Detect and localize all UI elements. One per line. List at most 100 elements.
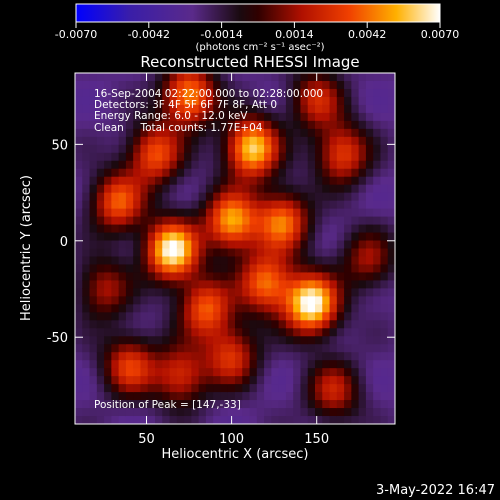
heatmap-cell [242,304,251,313]
heatmap-cell [264,248,272,258]
heatmap-cell [162,73,171,82]
heatmap-cell [198,232,207,242]
heatmap-cell [365,184,374,194]
heatmap-cell [249,160,258,170]
heatmap-cell [147,344,156,353]
heatmap-cell [155,168,163,178]
heatmap-cell [365,216,374,226]
heatmap-cell [256,328,265,337]
heatmap-cell [322,176,331,186]
heatmap-cell [387,184,395,194]
heatmap-cell [220,280,229,289]
heatmap-cell [140,304,149,313]
heatmap-cell [125,352,134,361]
heatmap-cell [169,96,178,106]
heatmap-cell [155,104,163,114]
heatmap-cell [307,344,316,353]
heatmap-cell [89,240,98,250]
heatmap-cell [227,96,236,106]
heatmap-cell [118,376,127,385]
heatmap-cell [242,248,251,258]
heatmap-cell [205,73,214,82]
heatmap-cell [213,352,222,361]
heatmap-cell [278,280,287,289]
heatmap-cell [365,288,374,297]
heatmap-cell [278,248,287,258]
heatmap-cell [256,200,265,210]
heatmap-cell [329,112,338,122]
heatmap-cell [235,296,243,305]
heatmap-cell [278,256,287,266]
heatmap-cell [169,272,178,282]
heatmap-cell [213,328,222,337]
heatmap-cell [235,80,243,90]
heatmap-cell [242,192,251,202]
heatmap-cell [387,320,395,329]
heatmap-cell [235,384,243,393]
heatmap-cell [176,288,185,297]
heatmap-cell [365,152,374,162]
heatmap-cell [220,216,229,226]
heatmap-cell [387,88,395,98]
heatmap-cell [147,160,156,170]
heatmap-cell [140,88,149,98]
heatmap-cell [373,88,382,98]
heatmap-cell [125,112,134,122]
heatmap-cell [285,400,294,409]
heatmap-cell [111,96,120,106]
heatmap-cell [307,320,316,329]
heatmap-cell [351,352,360,361]
heatmap-cell [351,408,360,417]
heatmap-cell [191,184,200,194]
heatmap-cell [104,328,112,337]
heatmap-cell [344,376,352,385]
heatmap-cell [220,104,229,114]
heatmap-cell [264,280,272,289]
heatmap-cell [140,336,149,345]
heatmap-cell [315,248,323,258]
heatmap-cell [365,96,374,106]
heatmap-cell [293,264,302,274]
heatmap-cell [140,80,149,90]
heatmap-cell [140,120,149,130]
heatmap-cell [322,224,331,234]
heatmap-cell [89,352,98,361]
heatmap-cell [285,336,294,345]
heatmap-cell [285,312,294,321]
heatmap-cell [75,176,83,186]
heatmap-cell [322,336,331,345]
heatmap-cell [315,73,323,82]
heatmap-cell [133,264,142,274]
heatmap-cell [235,360,243,369]
heatmap-cell [256,224,265,234]
heatmap-cell [322,248,331,258]
heatmap-cell [365,160,374,170]
heatmap-cell [184,192,192,202]
heatmap-cell [220,272,229,282]
heatmap-cell [380,144,389,154]
heatmap-cell [336,352,345,361]
heatmap-cell [155,272,163,282]
heatmap-cell [315,160,323,170]
heatmap-cell [235,304,243,313]
heatmap-cell [111,200,120,210]
heatmap-cell [358,160,367,170]
heatmap-cell [315,272,323,282]
heatmap-cell [75,344,83,353]
heatmap-cell [380,280,389,289]
heatmap-cell [96,272,105,282]
heatmap-cell [104,400,112,409]
heatmap-cell [242,296,251,305]
heatmap-cell [358,232,367,242]
heatmap-cell [89,144,98,154]
heatmap-cell [387,160,395,170]
heatmap-cell [285,136,294,146]
heatmap-cell [271,272,280,282]
heatmap-cell [118,200,127,210]
heatmap-cell [133,248,142,258]
heatmap-cell [300,328,309,337]
heatmap-cell [191,392,200,401]
heatmap-cell [82,328,91,337]
heatmap-cell [198,400,207,409]
heatmap-cell [162,416,171,424]
